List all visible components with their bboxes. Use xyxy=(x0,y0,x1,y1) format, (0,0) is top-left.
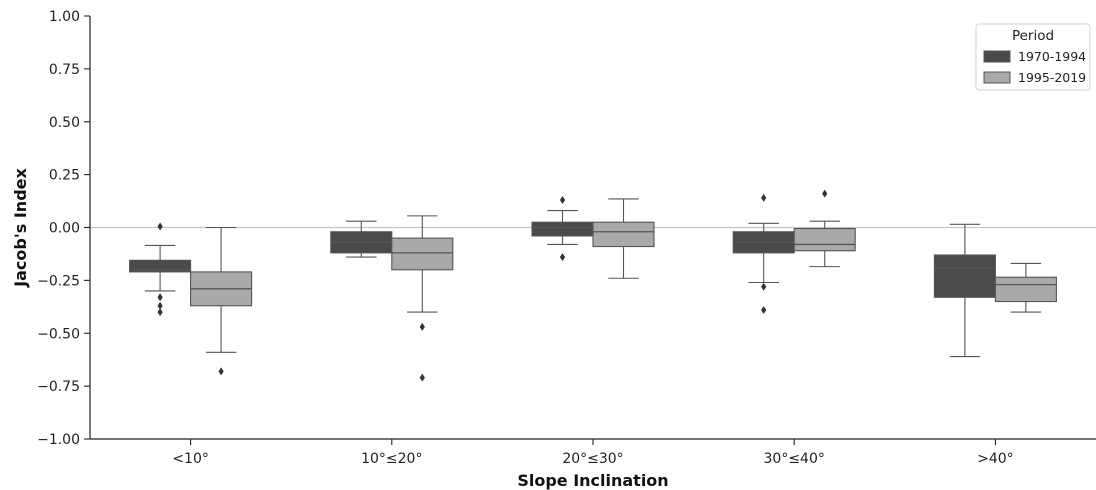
iqr-box xyxy=(592,221,655,248)
box-1995-2019-1 xyxy=(391,215,454,382)
iqr-box xyxy=(391,237,454,271)
iqr-box xyxy=(933,254,996,298)
y-tick-label: −0.50 xyxy=(37,326,80,342)
y-axis-ticks: 1.00 0.75 0.50 0.25 0.00 −0.25 −0.50 −0.75 −1.00 xyxy=(37,9,90,448)
outlier-point xyxy=(419,373,425,382)
y-tick-label: −1.00 xyxy=(37,432,80,448)
outlier-point xyxy=(822,189,828,198)
outlier-point xyxy=(157,293,163,302)
iqr-box xyxy=(531,221,594,237)
y-tick-label: −0.25 xyxy=(37,273,80,289)
outlier-point xyxy=(761,193,767,202)
box-1970-1994-0 xyxy=(129,222,192,317)
legend-label: 1995-2019 xyxy=(1018,70,1086,85)
outlier-point xyxy=(559,253,566,262)
y-tick-label: 0.25 xyxy=(49,168,80,184)
outlier-point xyxy=(559,196,566,205)
legend-label: 1970-1994 xyxy=(1018,49,1086,64)
x-tick-label: 20°≤30° xyxy=(562,451,623,467)
y-tick-label: 0.75 xyxy=(49,62,80,78)
box-series xyxy=(129,189,1057,382)
x-tick-label: 10°≤20° xyxy=(361,451,422,467)
outlier-point xyxy=(419,322,425,331)
iqr-box xyxy=(129,259,192,273)
box-1970-1994-3 xyxy=(732,193,795,314)
x-tick-label: 30°≤40° xyxy=(764,451,825,467)
x-tick-label: >40° xyxy=(977,451,1014,467)
iqr-box xyxy=(994,276,1057,303)
x-axis-title: Slope Inclination xyxy=(517,471,668,490)
y-tick-label: 0.50 xyxy=(49,115,80,131)
legend-title: Period xyxy=(1012,28,1054,44)
x-axis-ticks: <10° 10°≤20° 20°≤30° 30°≤40° >40° xyxy=(172,439,1014,467)
outlier-point xyxy=(761,305,767,314)
y-axis-title: Jacob's Index xyxy=(11,168,30,288)
box-1970-1994-1 xyxy=(330,220,393,258)
legend-swatch xyxy=(983,50,1011,63)
outlier-point xyxy=(157,308,163,317)
legend-swatch xyxy=(983,71,1011,84)
outlier-point xyxy=(218,367,224,376)
legend-items: 1970-1994 1995-2019 xyxy=(983,49,1086,85)
box-1995-2019-2 xyxy=(592,198,655,279)
y-tick-label: −0.75 xyxy=(37,379,80,395)
y-tick-label: 0.00 xyxy=(49,221,80,237)
box-1995-2019-4 xyxy=(994,262,1057,313)
outlier-point xyxy=(157,301,163,310)
x-tick-label: <10° xyxy=(172,451,209,467)
box-1995-2019-0 xyxy=(190,226,253,376)
box-1970-1994-4 xyxy=(933,223,996,358)
legend: Period 1970-1994 1995-2019 xyxy=(975,23,1091,91)
box-1995-2019-3 xyxy=(793,189,856,268)
y-tick-label: 1.00 xyxy=(49,9,80,25)
box-1970-1994-2 xyxy=(531,196,594,262)
iqr-box xyxy=(793,228,856,252)
outlier-point xyxy=(761,282,767,291)
outlier-point xyxy=(157,222,163,231)
